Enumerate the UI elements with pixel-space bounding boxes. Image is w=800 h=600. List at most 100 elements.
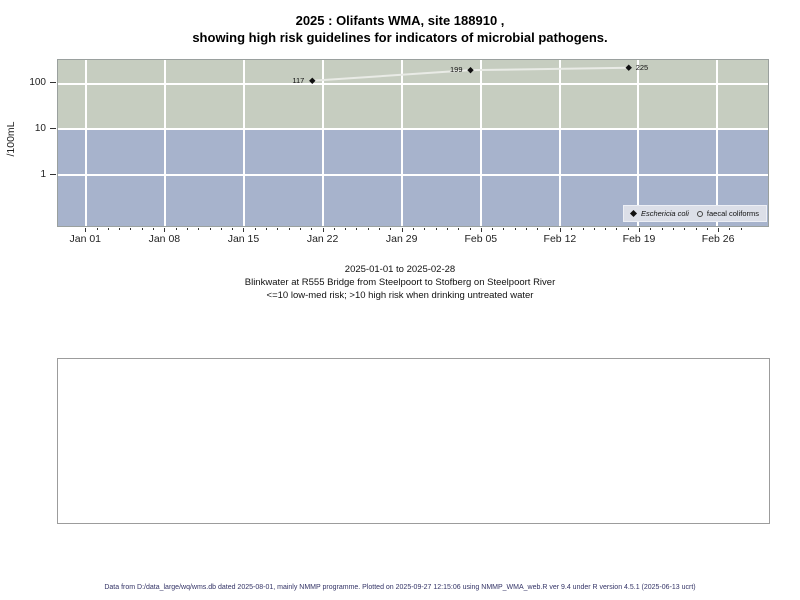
x-axis-tick-label: Jan 29 <box>385 233 418 245</box>
x-axis-minor-tick <box>130 228 132 230</box>
x-axis-minor-tick <box>424 228 426 230</box>
x-axis-minor-tick <box>537 228 539 230</box>
chart-title-line1: 2025 : Olifants WMA, site 188910 , <box>295 13 505 28</box>
chart-title-line2: showing high risk guidelines for indicat… <box>192 30 608 45</box>
x-axis-minor-tick <box>661 228 663 230</box>
x-axis-minor-tick <box>311 228 313 230</box>
x-axis-major-tick <box>480 228 482 232</box>
x-axis-minor-tick <box>492 228 494 230</box>
x-axis-tick-label: Feb 12 <box>543 233 577 245</box>
data-point-value-label: 225 <box>635 62 649 72</box>
chart-title: 2025 : Olifants WMA, site 188910 , showi… <box>0 12 800 46</box>
x-axis-minor-tick <box>96 228 98 230</box>
data-point-marker <box>625 64 632 71</box>
y-axis-tick <box>50 128 56 130</box>
legend-item: faecal coliforms <box>696 209 759 218</box>
y-axis-tick <box>50 174 56 176</box>
empty-secondary-panel <box>57 358 770 524</box>
x-axis-minor-tick <box>413 228 414 230</box>
vertical-gridline <box>558 60 561 226</box>
x-axis-minor-tick <box>356 228 358 230</box>
x-axis-tick-label: Feb 26 <box>701 233 735 245</box>
subtitle-date-range: 2025-01-01 to 2025-02-28 <box>344 264 456 275</box>
x-axis-tick-label: Jan 22 <box>306 233 339 245</box>
x-axis-major-tick <box>85 228 87 232</box>
x-axis-minor-tick <box>672 228 674 230</box>
horizontal-gridline <box>58 128 768 131</box>
data-point-marker <box>309 77 316 84</box>
x-axis-minor-tick <box>469 228 471 230</box>
x-axis-minor-tick <box>446 228 448 230</box>
vertical-gridline <box>716 60 719 226</box>
x-axis-minor-tick <box>706 228 708 230</box>
y-axis-tick-label: 100 <box>29 76 46 88</box>
x-axis-minor-tick <box>526 228 528 230</box>
x-axis-tick-label: Feb 05 <box>464 233 498 245</box>
horizontal-gridline <box>58 82 768 85</box>
legend-item-label: Eschericia coli <box>640 209 689 218</box>
x-axis-minor-tick <box>605 228 607 230</box>
x-axis-minor-tick <box>379 228 381 230</box>
x-axis-minor-tick <box>186 228 188 230</box>
x-axis-minor-tick <box>390 228 392 230</box>
x-axis-minor-tick <box>288 228 290 230</box>
plot-area: 117 199 225 Eschericia coli faecal coliform… <box>57 59 769 227</box>
legend-item: Eschericia coli <box>629 209 689 218</box>
x-axis-minor-tick <box>153 228 155 230</box>
y-axis-tick-label: 10 <box>34 122 46 134</box>
subtitle-site-description: Blinkwater at R555 Bridge from Steelpoor… <box>244 277 556 288</box>
data-point-marker <box>467 66 474 74</box>
x-axis-major-tick <box>401 228 403 232</box>
series-line-svg <box>309 64 632 84</box>
x-axis-minor-tick <box>232 228 234 230</box>
x-axis-minor-tick <box>740 228 742 230</box>
x-axis-tick-label: Jan 15 <box>227 233 260 245</box>
x-axis-minor-tick <box>582 228 584 230</box>
x-axis-minor-tick <box>277 228 279 230</box>
x-axis-minor-tick <box>119 228 121 230</box>
vertical-gridline <box>242 60 245 226</box>
x-axis-minor-tick <box>266 228 268 230</box>
x-axis-minor-tick <box>627 228 629 230</box>
x-axis-minor-tick <box>695 228 697 230</box>
horizontal-gridline <box>58 173 768 176</box>
x-axis-minor-tick <box>593 228 595 230</box>
x-axis-tick-label: Feb 19 <box>622 233 656 245</box>
x-axis-minor-tick <box>684 228 686 230</box>
x-axis-minor-tick <box>107 228 109 230</box>
x-axis-minor-tick <box>367 228 369 230</box>
plot-legend: Eschericia coli faecal coliforms <box>622 205 767 222</box>
x-axis-minor-tick <box>435 228 437 230</box>
x-axis-minor-tick <box>141 228 143 230</box>
x-axis-minor-tick <box>209 228 211 230</box>
x-axis-major-tick <box>718 228 720 232</box>
x-axis-minor-tick <box>571 228 573 230</box>
x-axis-minor-tick <box>729 228 731 230</box>
x-axis-minor-tick <box>503 228 505 230</box>
high-risk-band <box>58 60 768 130</box>
vertical-gridline <box>400 60 403 226</box>
x-axis-tick-label: Jan 08 <box>148 233 181 245</box>
data-point-value-label: 199 <box>450 65 463 75</box>
vertical-gridline <box>479 60 482 226</box>
x-axis-minor-tick <box>548 228 550 230</box>
x-axis-minor-tick <box>175 228 177 230</box>
subtitle-risk-guideline: <=10 low-med risk; >10 high risk when dr… <box>266 290 534 301</box>
vertical-gridline <box>85 60 88 226</box>
x-axis-major-tick <box>243 228 245 232</box>
legend-item-label: faecal coliforms <box>706 209 759 218</box>
x-axis-major-tick <box>559 228 561 232</box>
vertical-gridline <box>637 60 640 226</box>
x-axis-major-tick <box>322 228 324 232</box>
footer-provenance-text: Data from D:/data_large/wq/wms.db dated … <box>104 584 696 591</box>
x-axis-minor-tick <box>198 228 200 230</box>
filled-diamond-icon <box>629 209 637 218</box>
data-point-value-label: 117 <box>292 75 305 85</box>
vertical-gridline <box>164 60 167 226</box>
x-axis-minor-tick <box>514 228 516 230</box>
x-axis-minor-tick <box>616 228 618 230</box>
x-axis-minor-tick <box>299 228 301 230</box>
x-axis-minor-tick <box>254 228 256 230</box>
x-axis-minor-tick <box>650 228 652 230</box>
